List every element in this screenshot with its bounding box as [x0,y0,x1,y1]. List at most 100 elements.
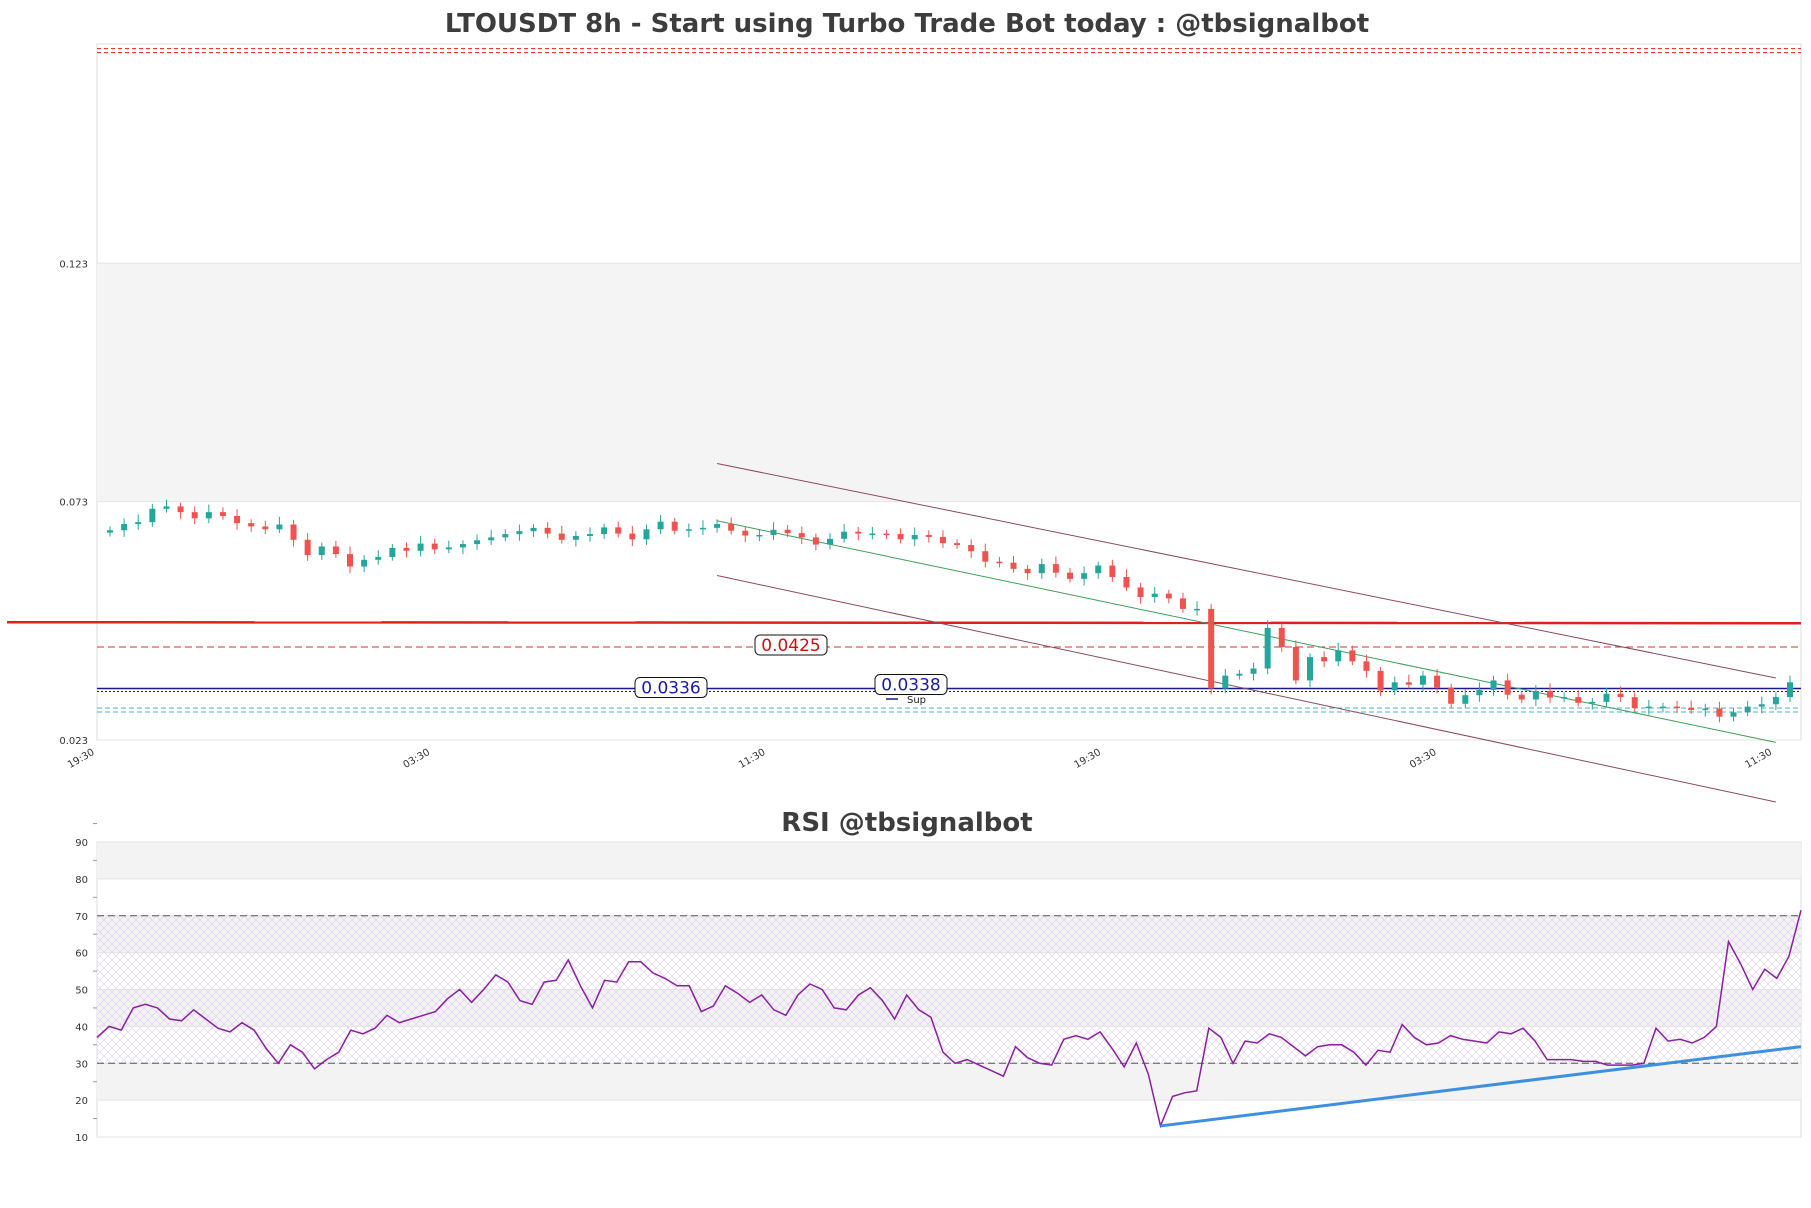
price-x-tick-label: 19:30 [1073,747,1103,771]
candle-body [177,506,184,513]
candle-body [1561,697,1568,699]
candle-body [671,521,678,531]
candle-body [601,527,608,535]
candle-body [1391,682,1398,691]
candle-body [572,535,579,540]
candle-body [897,534,904,540]
candle-body [1109,565,1116,577]
candle-body [1772,697,1779,705]
candle-body [1307,657,1313,681]
candle-body [149,508,156,523]
candle-body [883,533,890,536]
label-red-dashed-box [754,634,828,656]
candle-body [1659,706,1666,709]
candle-body [558,533,565,540]
candle-body [431,543,438,550]
price-panel: 0.0425 0.0336 0.0338 Sup 0.023 0.073 0.123 1… [6,9,1802,803]
candle-body [502,534,509,538]
candle-body [770,529,777,536]
candle-body [982,551,989,562]
candle-body [191,512,198,519]
candle-body [587,534,593,536]
candle-body [784,529,791,534]
candle-body [1462,695,1469,704]
price-chart-title: LTOUSDT 8h - Start using Turbo Trade Bot… [445,9,1369,39]
candle-body [1377,670,1384,691]
price-x-tick-label: 03:30 [1408,747,1438,771]
rsi-bands [97,841,1801,1138]
candle-body [1194,608,1201,611]
label-red-dashed: 0.0425 [761,636,820,656]
candle-body [347,554,353,567]
candle-body [121,524,128,531]
candle-body [812,537,819,545]
candle-body [939,536,946,544]
candle-body [643,529,650,540]
rsi-grey-band [97,842,1801,879]
legend-sup-label: Sup [907,695,926,706]
candle-body [1716,708,1723,717]
candle-body [1349,650,1356,662]
candle-body [1702,708,1709,711]
candle-body [1645,706,1652,709]
rsi-grey-band [97,1063,1801,1101]
candle-body [1095,565,1102,574]
rsi-y-tick-label: 90 [75,838,88,849]
candle-body [403,547,410,551]
rsi-panel: 10 20 30 40 50 60 70 80 90 RSI @tbsignalbot [75,808,1802,1144]
candles [107,499,1793,723]
candle-body [699,527,706,530]
price-y-tick-label: 0.123 [59,259,88,270]
candle-body [1335,650,1342,662]
price-x-tick-label: 03:30 [402,747,432,771]
candle-body [629,533,636,540]
candle-body [798,533,805,538]
candle-body [1292,647,1299,681]
candle-body [911,535,918,540]
candle-body [869,533,876,536]
candle-body [262,526,269,530]
candle-body [205,512,212,519]
rsi-y-tick-label: 20 [75,1096,88,1107]
candle-body [1504,680,1511,695]
candle-body [1151,593,1158,597]
candle-body [290,524,297,540]
candle-body [1024,568,1031,574]
candle-body [332,546,339,555]
price-y-tick-label: 0.073 [59,498,88,509]
candle-body [1674,706,1681,709]
candle-body [1236,673,1243,676]
candle-body [1631,697,1638,709]
candle-body [1137,587,1144,597]
channel-middle-line [716,520,1776,743]
candle-body [1208,608,1215,689]
candle-body [968,545,975,552]
price-band [97,263,1801,502]
candle-body [1264,627,1271,669]
candle-body [742,530,749,536]
candle-body [163,506,170,509]
price-x-tick-label: 11:30 [1744,747,1774,771]
candle-body [1165,593,1172,599]
rsi-trend-line [1160,1045,1802,1128]
candle-body [544,527,551,534]
rsi-y-tick-label: 10 [75,1133,88,1144]
candle-body [1419,675,1426,685]
candle-body [714,524,721,528]
rsi-series-line [96,910,1802,1129]
level-labels: 0.0425 0.0336 0.0338 [634,634,948,698]
label-support-1-box [634,676,708,698]
candle-body [1179,598,1186,609]
candle-body [219,512,226,516]
candle-body [1688,708,1695,710]
candle-body [657,521,664,530]
candle-body [318,546,325,556]
candle-body [1758,704,1765,707]
candle-body [855,531,862,534]
candle-body [685,529,692,531]
price-y-ticks: 0.023 0.073 0.123 [59,259,88,747]
candle-body [1321,657,1328,662]
candle-body [925,535,932,537]
price-y-tick-label: 0.023 [59,736,88,747]
